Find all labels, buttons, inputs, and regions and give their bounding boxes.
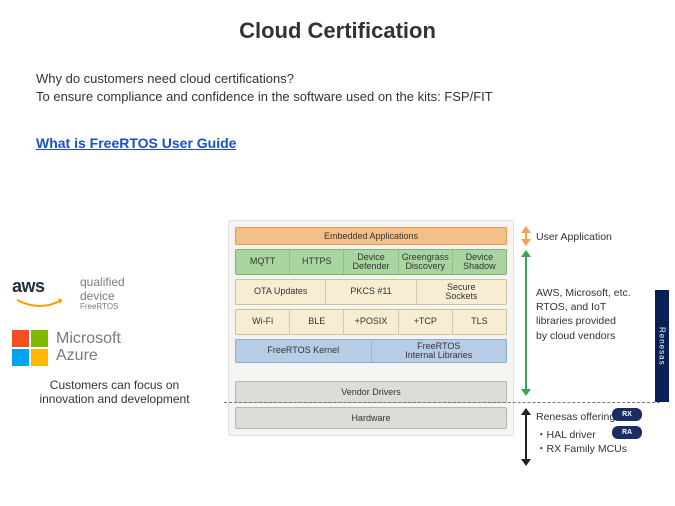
stack-cell: FreeRTOS Kernel — [236, 340, 372, 362]
arrow-renesas — [522, 408, 530, 466]
separator-dashed — [224, 402, 660, 403]
aws-smile-icon — [16, 298, 64, 310]
aws-footnote: FreeRTOS — [80, 303, 125, 312]
stack-cell: FreeRTOSInternal Libraries — [372, 340, 507, 362]
stack-cell: +TCP — [399, 310, 453, 334]
stack-cell: GreengrassDiscovery — [399, 250, 453, 274]
azure-text: Microsoft Azure — [56, 331, 121, 365]
main-content: aws qualified device FreeRTOS Microsoft — [0, 220, 675, 490]
ms-sq-3 — [12, 349, 29, 366]
intro-line-2: To ensure compliance and confidence in t… — [36, 88, 675, 106]
stack-cell: OTA Updates — [236, 280, 326, 304]
microsoft-label: Microsoft — [56, 331, 121, 348]
aws-qualified: qualified — [80, 276, 125, 289]
vendors-line-0: AWS, Microsoft, etc. — [536, 286, 631, 300]
stack-layer-3: Wi-FiBLE+POSIX+TCPTLS — [235, 309, 507, 335]
stack-cell: Wi-Fi — [236, 310, 290, 334]
stack-cell: DeviceShadow — [453, 250, 506, 274]
aws-device: device — [80, 290, 125, 303]
stack-layer-4: FreeRTOS KernelFreeRTOSInternal Librarie… — [235, 339, 507, 363]
focus-text: Customers can focus on innovation and de… — [12, 378, 217, 407]
rx-badge: RX — [612, 408, 642, 421]
stack-layer-0: Embedded Applications — [235, 227, 507, 245]
label-vendors: AWS, Microsoft, etc.RTOS, and IoTlibrari… — [536, 286, 631, 343]
renesas-family-badges: RX RA — [612, 408, 642, 441]
label-user-app: User Application — [536, 230, 612, 244]
intro-line-1: Why do customers need cloud certificatio… — [36, 70, 675, 88]
software-stack-diagram: Embedded Applications MQTTHTTPSDeviceDefe… — [228, 220, 514, 436]
ms-sq-2 — [31, 330, 48, 347]
focus-line-1: Customers can focus on — [12, 378, 217, 392]
page-title: Cloud Certification — [0, 0, 675, 58]
stack-layer-6: Hardware — [235, 407, 507, 429]
renesas-bullet-1: RX Family MCUs — [536, 442, 627, 456]
ms-sq-1 — [12, 330, 29, 347]
vendors-line-1: RTOS, and IoT — [536, 300, 631, 314]
aws-badge: aws qualified device FreeRTOS — [12, 276, 217, 312]
renesas-side-tab: Renesas — [655, 290, 669, 402]
stack-cell: BLE — [290, 310, 344, 334]
ra-badge: RA — [612, 426, 642, 439]
azure-label: Azure — [56, 348, 121, 365]
stack-cell: SecureSockets — [417, 280, 506, 304]
stack-layer-5: Vendor Drivers — [235, 381, 507, 403]
intro-text: Why do customers need cloud certificatio… — [0, 58, 675, 105]
aws-qualified-text: qualified device FreeRTOS — [80, 276, 125, 311]
stack-cell: MQTT — [236, 250, 290, 274]
stack-cell: +POSIX — [344, 310, 398, 334]
aws-logo-icon: aws — [12, 276, 72, 312]
vendors-line-2: libraries provided — [536, 314, 631, 328]
stack-layer-2: OTA UpdatesPKCS #11SecureSockets — [235, 279, 507, 305]
ms-sq-4 — [31, 349, 48, 366]
arrow-user-app — [522, 226, 530, 246]
stack-cell: HTTPS — [290, 250, 344, 274]
azure-badge: Microsoft Azure — [12, 330, 217, 366]
stack-layer-1: MQTTHTTPSDeviceDefenderGreengrassDiscove… — [235, 249, 507, 275]
vendor-logos: aws qualified device FreeRTOS Microsoft — [12, 276, 217, 407]
vendors-line-3: by cloud vendors — [536, 329, 631, 343]
stack-cell: PKCS #11 — [326, 280, 416, 304]
microsoft-logo-icon — [12, 330, 48, 366]
freertos-guide-link[interactable]: What is FreeRTOS User Guide — [0, 105, 675, 151]
aws-logo-text: aws — [12, 276, 72, 297]
arrow-vendors — [522, 250, 530, 396]
stack-cell: DeviceDefender — [344, 250, 398, 274]
stack-cell: TLS — [453, 310, 506, 334]
focus-line-2: innovation and development — [12, 392, 217, 406]
